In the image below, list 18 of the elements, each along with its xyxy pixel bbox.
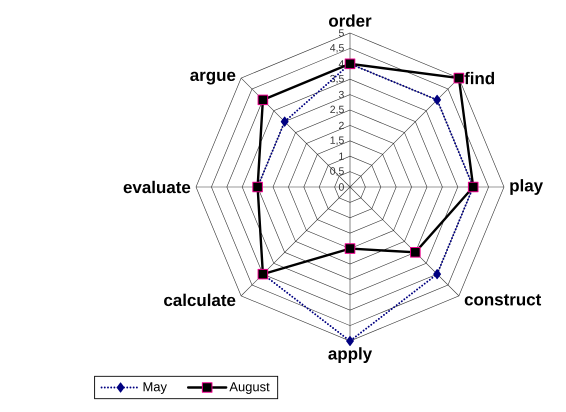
spoke-label: play [510,179,544,195]
y-tick-label: 1,5 [330,136,344,146]
legend-label: August [229,382,270,394]
spoke-label: find [464,72,494,84]
y-tick-label: 3 [338,90,344,98]
y-tick-label: 0 [338,183,344,191]
spoke-label: evaluate [124,180,190,194]
y-tick-label: 2 [339,122,344,130]
spoke-label: order [329,14,372,27]
spoke-label: construct [464,294,542,306]
spoke-label: apply [328,347,372,363]
y-tick-label: 5 [338,29,344,37]
y-tick-label: 1 [339,152,344,160]
spoke-label: calculate [164,294,236,306]
y-tick-label: 4,5 [330,44,344,53]
y-tick-label: 2,5 [330,106,344,114]
spoke-label: argue [190,72,236,84]
legend-label: May [144,382,167,394]
